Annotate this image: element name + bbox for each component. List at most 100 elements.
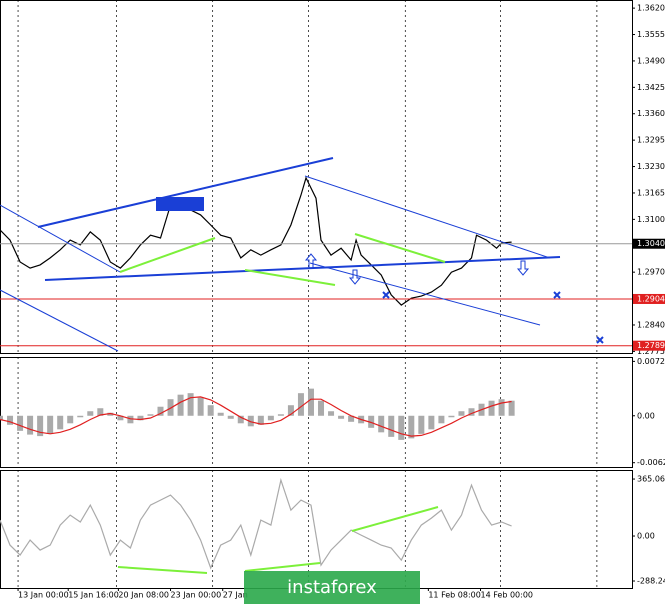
arrow-up (304, 253, 318, 269)
series-line (0, 176, 512, 306)
x-tick-label: 15 Jan 16:00 (68, 591, 119, 600)
series-line (0, 477, 512, 570)
histogram-bar (217, 412, 224, 416)
panel-frame (0, 0, 633, 354)
cross-mark (382, 291, 390, 299)
histogram-bar (27, 415, 34, 435)
histogram-bar (348, 415, 355, 422)
divergence-line (119, 237, 216, 273)
y-tick-label: 1.3165 (637, 188, 665, 197)
histogram-bar (378, 415, 385, 433)
divergence-line (354, 233, 446, 263)
histogram-bar (488, 400, 495, 416)
y-tick-label: 1.3230 (637, 162, 665, 171)
histogram-bar (287, 405, 294, 416)
histogram-bar (97, 408, 104, 416)
divergence-line (244, 269, 336, 286)
histogram-bar (197, 397, 204, 416)
histogram-bar (508, 400, 515, 416)
histogram-bar (408, 415, 415, 439)
histogram-bar (147, 414, 154, 416)
y-tick-label: 1.3295 (637, 136, 665, 145)
histogram-bar (117, 415, 124, 421)
zone-rect (156, 197, 204, 211)
histogram-bar (388, 415, 395, 437)
y-tick-label: 365.0666 (637, 475, 665, 484)
histogram-bar (267, 415, 274, 421)
x-tick-label: 27 Jan (223, 591, 248, 600)
histogram-bar (157, 406, 164, 416)
arrow-down (516, 260, 530, 276)
histogram-bar (57, 415, 64, 430)
panel-frame (0, 357, 633, 468)
x-tick-label: 20 Jan 08:00 (118, 591, 169, 600)
y-tick-label: 1.3360 (637, 109, 665, 118)
drawing-objects (0, 157, 604, 574)
y-tick-label: 1.3620 (637, 4, 665, 13)
histogram-bar (428, 415, 435, 430)
histogram-bar (107, 412, 114, 416)
histogram-bar (368, 415, 375, 428)
x-tick-label: 23 Jan 00:00 (171, 591, 222, 600)
trendline (304, 175, 551, 259)
histogram-bar (257, 415, 264, 425)
histogram-bar (77, 415, 84, 418)
histogram-bar (398, 415, 405, 440)
histogram-bar (227, 415, 234, 419)
histogram-bar (47, 415, 54, 434)
histogram-bar (448, 415, 455, 418)
histogram-bar (418, 415, 425, 434)
y-tick-label: 1.3425 (637, 83, 665, 92)
histogram-bar (438, 415, 445, 424)
y-tick-label: 0.00722 (637, 357, 665, 366)
histogram-bar (137, 415, 144, 421)
histogram-bar (458, 411, 465, 416)
level-label: 1.2789 (637, 341, 665, 350)
y-tick-label: 1.2970 (637, 268, 665, 277)
trendline (0, 289, 119, 352)
divergence-line (244, 562, 321, 572)
y-tick-label: 1.2775 (637, 347, 665, 356)
trendline (37, 157, 334, 228)
level-label: 1.2904 (637, 294, 665, 303)
y-tick-label: 1.2840 (637, 320, 665, 329)
cross-mark (553, 291, 561, 299)
x-tick-label: 13 Jan 00:00 (18, 591, 69, 600)
histogram-bar (498, 399, 505, 416)
y-tick-label: -0.00623 (637, 458, 665, 467)
cross-mark (596, 336, 604, 344)
y-tick-label: 0.00 (637, 411, 655, 420)
x-tick-label: 11 Feb 08:00 (428, 591, 480, 600)
divergence-line (117, 566, 208, 574)
y-tick-label: 1.3490 (637, 56, 665, 65)
histogram-bar (187, 393, 194, 416)
y-tick-label: 1.3100 (637, 215, 665, 224)
histogram-bar (0, 415, 3, 420)
histogram-bar (328, 411, 335, 416)
watermark-box (244, 571, 420, 604)
x-tick-label: 14 Feb 00:00 (481, 591, 533, 600)
histogram-bar (297, 393, 304, 416)
divergence-line (351, 506, 439, 532)
histogram-bar (67, 415, 74, 424)
histogram-bar (7, 415, 14, 425)
level-box (633, 340, 665, 351)
y-tick-label: 0.00 (637, 532, 655, 541)
histogram-bar (17, 415, 24, 431)
trendline (44, 256, 561, 281)
histogram-bar (87, 411, 94, 416)
trendline (0, 204, 121, 273)
histogram-bar (318, 400, 325, 416)
histogram-bar (37, 415, 44, 437)
histogram-bar (338, 415, 345, 419)
y-tick-label: 1.3555 (637, 30, 665, 39)
histogram-bar (277, 414, 284, 416)
level-label: 1.3040 (637, 239, 665, 248)
histogram-bar (307, 388, 314, 416)
histogram-bar (207, 405, 214, 416)
panel-frame (0, 470, 633, 589)
histogram-bar (237, 415, 244, 424)
trendline (309, 262, 541, 326)
level-box (633, 293, 665, 304)
